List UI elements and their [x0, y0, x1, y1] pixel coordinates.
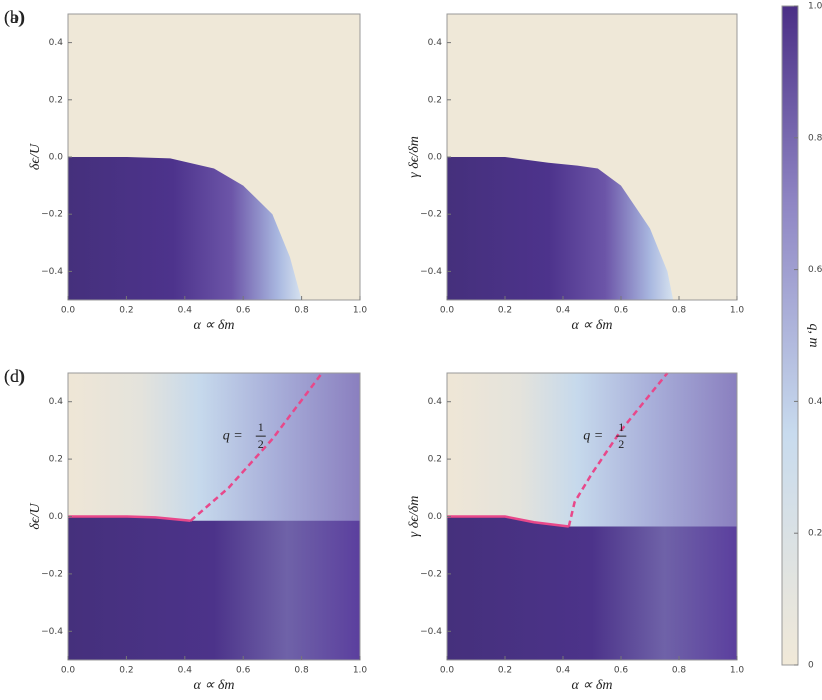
x-tick-label: 0.8	[294, 666, 309, 676]
x-tick-label: 0.2	[119, 666, 133, 676]
ordered-region	[447, 157, 674, 300]
x-tick-label: 1.0	[730, 666, 745, 676]
x-tick-label: 0.2	[498, 666, 512, 676]
x-tick-label: 0.0	[440, 306, 455, 316]
colorbar-tick-label: 0.8	[808, 133, 822, 143]
annotation-denominator: 2	[258, 437, 264, 451]
colorbar-tick-label: 0.6	[808, 265, 822, 275]
y-axis-label: δϵ/U	[28, 503, 43, 530]
panel-label: (c)	[4, 366, 24, 387]
y-tick-label: −0.4	[420, 627, 442, 637]
ordered-region	[68, 157, 302, 300]
y-tick-label: 0.0	[49, 153, 64, 163]
y-axis-label: γ δϵ/δm	[407, 136, 422, 178]
colorbar-tick-label: 0	[808, 661, 814, 671]
y-tick-label: 0.2	[428, 455, 442, 465]
phase-line	[68, 515, 191, 523]
panel: 0.0 0.2 0.4 0.6 0.8 1.0−0.4−0.20.00.20.4α ∝ δ…	[4, 7, 367, 333]
panel-label: (a)	[4, 7, 24, 28]
ordered-region	[447, 516, 737, 660]
colorbar-label: q, m	[806, 323, 821, 347]
y-tick-label: −0.4	[41, 627, 63, 637]
x-tick-label: 0.8	[294, 306, 309, 316]
x-tick-label: 0.2	[498, 306, 512, 316]
y-axis-label: δϵ/U	[28, 143, 43, 170]
x-tick-label: 0.4	[556, 306, 571, 316]
panel: 0.0 0.2 0.4 0.6 0.8 1.0−0.4−0.20.00.20.4α ∝ δ…	[4, 366, 367, 693]
x-tick-label: 0.8	[672, 666, 687, 676]
colorbar	[781, 5, 799, 666]
annotation: q =	[223, 428, 243, 443]
y-tick-label: 0.2	[49, 95, 63, 105]
y-tick-label: −0.2	[41, 210, 63, 220]
y-tick-label: 0.0	[49, 512, 64, 522]
y-tick-label: 0.2	[49, 455, 63, 465]
y-tick-label: 0.0	[428, 153, 443, 163]
x-tick-label: 0.4	[178, 306, 193, 316]
x-tick-label: 0.0	[61, 666, 76, 676]
x-tick-label: 1.0	[353, 306, 368, 316]
colorbar-tick-label: 0.4	[808, 397, 822, 407]
y-tick-label: −0.4	[41, 267, 63, 277]
y-tick-label: −0.4	[420, 267, 442, 277]
annotation-numerator: 1	[618, 420, 624, 434]
y-tick-label: 0.2	[428, 95, 442, 105]
x-tick-label: 1.0	[353, 666, 368, 676]
x-axis-label: α ∝ δm	[194, 678, 235, 693]
y-tick-label: 0.4	[49, 38, 64, 48]
y-tick-label: 0.4	[49, 397, 64, 407]
panel-label: (b)	[4, 7, 25, 28]
y-tick-label: −0.2	[41, 569, 63, 579]
x-axis-label: α ∝ δm	[572, 678, 613, 693]
annotation: q =	[583, 428, 603, 443]
panel: 0.0 0.2 0.4 0.6 0.8 1.0−0.4−0.20.00.20.4α ∝ δ…	[4, 7, 744, 333]
phase-line	[189, 372, 324, 522]
x-tick-label: 0.4	[556, 666, 571, 676]
x-tick-label: 0.6	[236, 666, 251, 676]
colorbar-tick-label: 1.0	[808, 2, 822, 12]
y-tick-label: 0.4	[428, 38, 443, 48]
x-tick-label: 0.0	[440, 666, 455, 676]
x-tick-label: 0.8	[672, 306, 687, 316]
phase-line	[447, 515, 569, 528]
x-tick-label: 0.2	[119, 306, 133, 316]
x-tick-label: 0.6	[614, 306, 629, 316]
y-tick-label: 0.0	[428, 512, 443, 522]
y-tick-label: −0.2	[420, 210, 442, 220]
x-axis-label: α ∝ δm	[572, 318, 613, 333]
phase-line	[567, 372, 669, 527]
x-tick-label: 0.6	[236, 306, 251, 316]
ordered-region	[68, 516, 360, 660]
panel: 0.0 0.2 0.4 0.6 0.8 1.0−0.4−0.20.00.20.4α ∝ δ…	[4, 366, 744, 693]
annotation-numerator: 1	[258, 420, 264, 434]
colorbar-tick-label: 0.2	[808, 529, 822, 539]
y-axis-label: γ δϵ/δm	[407, 496, 422, 538]
x-tick-label: 0.0	[61, 306, 76, 316]
y-tick-label: −0.2	[420, 569, 442, 579]
annotation-denominator: 2	[618, 437, 624, 451]
x-tick-label: 1.0	[730, 306, 745, 316]
x-tick-label: 0.4	[178, 666, 193, 676]
x-axis-label: α ∝ δm	[194, 318, 235, 333]
y-tick-label: 0.4	[428, 397, 443, 407]
panel-label: (d)	[4, 366, 25, 387]
x-tick-label: 0.6	[614, 666, 629, 676]
